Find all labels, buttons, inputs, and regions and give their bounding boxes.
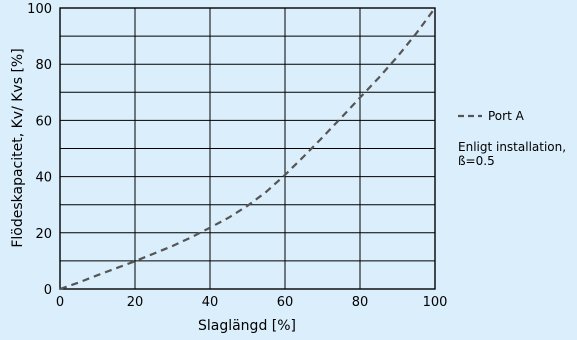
note-line-2: ß=0.5 xyxy=(458,154,495,168)
note-line-1: Enligt installation, xyxy=(458,140,566,154)
y-tick-label: 40 xyxy=(35,171,52,186)
chart-grid xyxy=(59,7,436,290)
tick-labels: 0 20 40 60 80 100 0 20 40 60 80 100 xyxy=(27,2,447,310)
x-tick-label: 0 xyxy=(56,295,64,310)
legend-label-port-a: Port A xyxy=(488,109,525,123)
y-axis-label: Flödeskapacitet, Kv/ Kvs [%] xyxy=(10,48,26,247)
x-tick-label: 80 xyxy=(352,295,369,310)
y-tick-label: 0 xyxy=(44,283,52,298)
annotation-note: Enligt installation, ß=0.5 xyxy=(458,140,566,168)
x-tick-label: 20 xyxy=(127,295,144,310)
x-axis-label: Slaglängd [%] xyxy=(198,318,296,334)
x-tick-label: 60 xyxy=(277,295,294,310)
x-tick-label: 100 xyxy=(423,295,448,310)
y-tick-label: 80 xyxy=(35,58,52,73)
plot-area-border xyxy=(59,7,436,290)
y-tick-label: 60 xyxy=(35,114,52,129)
y-tick-label: 100 xyxy=(27,2,52,17)
x-tick-label: 40 xyxy=(202,295,219,310)
series-line xyxy=(59,7,436,291)
legend: Port A xyxy=(458,109,525,123)
y-tick-label: 20 xyxy=(35,227,52,242)
